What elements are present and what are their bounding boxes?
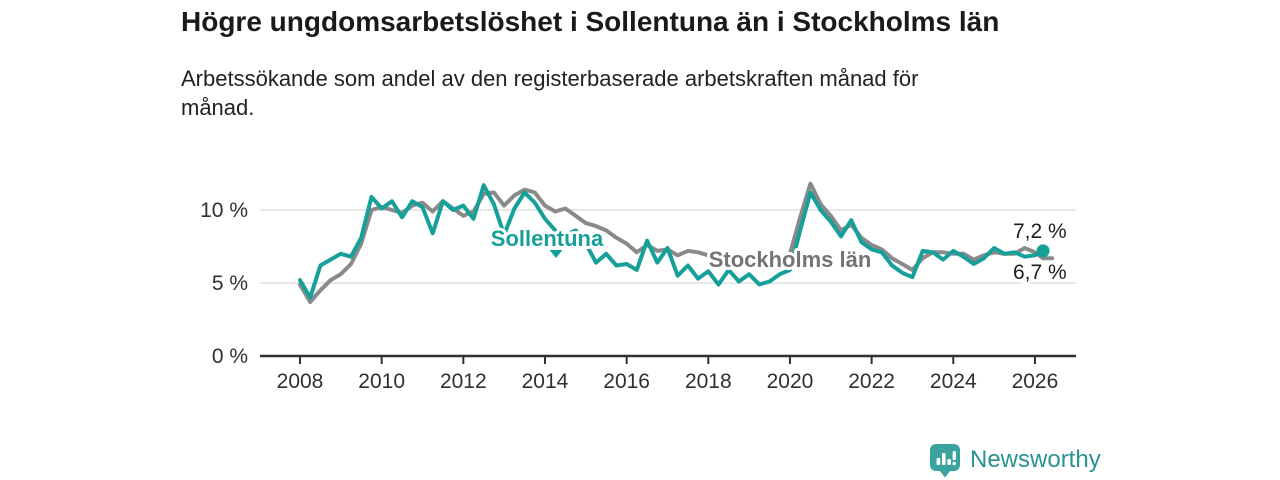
series-line-stockholms-lan: [298, 181, 1055, 304]
newsworthy-logo-icon: [930, 443, 960, 477]
x-tick-label: 2014: [522, 370, 569, 393]
y-tick-label: 5 %: [212, 272, 248, 295]
series-end-dot-sollentuna: [1036, 244, 1050, 258]
x-tick-label: 2016: [603, 370, 650, 393]
newsworthy-logo[interactable]: Newsworthy: [929, 442, 1101, 478]
series-label-sollentuna: Sollentuna: [491, 226, 604, 251]
chart-subtitle: Arbetssökande som andel av den registerb…: [181, 66, 919, 121]
series-label-stockholms-lan: Stockholms län: [709, 247, 872, 272]
newsworthy-wordmark: Newsworthy: [970, 446, 1101, 473]
end-value-label-stockholms-lan: 6,7 %: [1013, 261, 1067, 284]
series-line-sollentuna: [298, 183, 1046, 300]
x-tick-label: 2010: [358, 370, 405, 393]
x-tick-label: 2008: [277, 370, 324, 393]
x-tick-label: 2022: [848, 370, 895, 393]
x-tick-label: 2024: [930, 370, 977, 393]
x-tick-label: 2012: [440, 370, 487, 393]
chart-title: Högre ungdomsarbetslöshet i Sollentuna ä…: [181, 6, 1000, 37]
x-tick-label: 2026: [1012, 370, 1059, 393]
x-tick-label: 2018: [685, 370, 732, 393]
series-label-pointer-icon: [549, 250, 563, 258]
x-tick-label: 2020: [767, 370, 814, 393]
y-tick-label: 10 %: [200, 199, 248, 222]
y-tick-label: 0 %: [212, 345, 248, 368]
end-value-label-sollentuna: 7,2 %: [1013, 220, 1067, 243]
